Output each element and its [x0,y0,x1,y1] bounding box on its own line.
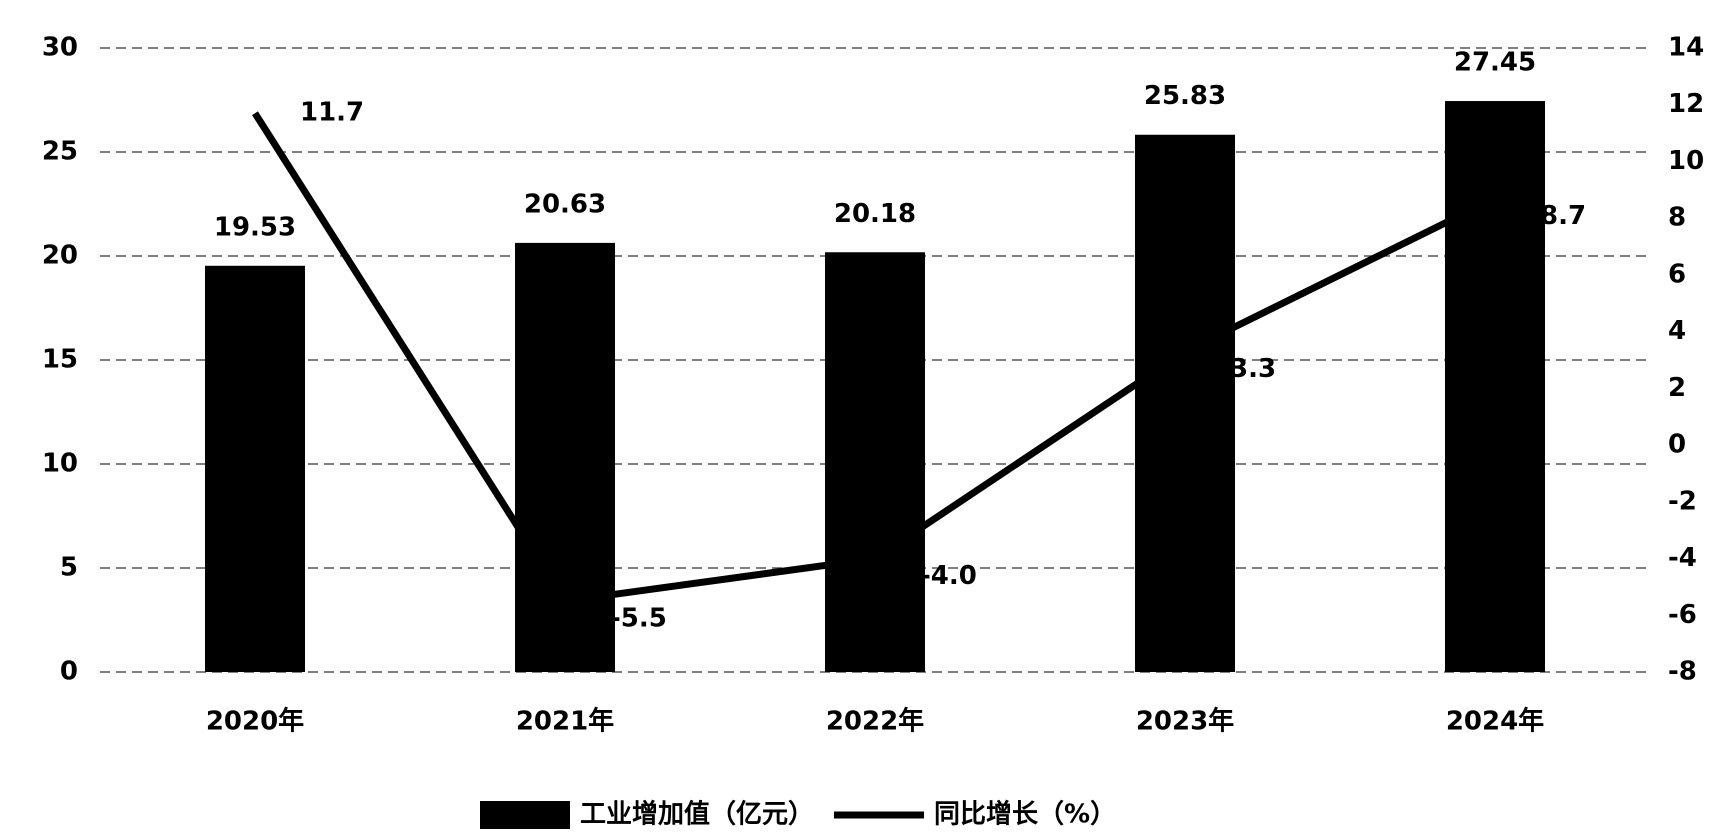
line-value-label: 8.7 [1540,201,1586,231]
y2-tick-label: 6 [1668,259,1686,289]
y2-tick-label: -4 [1668,543,1697,573]
x-tick-label: 2020年 [206,706,304,737]
y2-tick-label: 10 [1668,146,1704,176]
x-tick-label: 2022年 [826,706,924,737]
y2-tick-label: -2 [1668,486,1697,516]
y-tick-label: 15 [42,345,78,375]
bar [1135,134,1235,673]
y2-tick-label: 2 [1668,373,1686,403]
y2-tick-label: -6 [1668,600,1697,630]
legend-swatch [480,801,570,829]
y2-tick-label: -8 [1668,657,1697,687]
bar [825,252,925,673]
y-tick-label: 0 [60,657,78,687]
line-value-label: 11.7 [300,98,364,128]
y-tick-label: 25 [42,137,78,167]
y2-tick-label: 4 [1668,316,1686,346]
line-value-label: -5.5 [610,604,667,634]
y2-tick-label: 12 [1668,89,1704,119]
y2-tick-label: 8 [1668,203,1686,233]
y-tick-label: 20 [42,241,78,271]
line [252,111,1497,605]
x-tick-label: 2023年 [1136,706,1234,737]
x-tick-label: 2024年 [1446,706,1544,737]
bar [1445,101,1545,673]
line-value-label: 3.3 [1230,354,1276,384]
bar [205,265,305,672]
y-tick-label: 10 [42,449,78,479]
bar [515,242,615,672]
y-tick-label: 5 [60,553,78,583]
y2-tick-label: 14 [1668,33,1704,63]
bar-value-label: 20.18 [834,199,916,229]
bar-value-label: 25.83 [1144,81,1226,111]
bar-value-label: 19.53 [214,212,296,242]
x-tick-label: 2021年 [516,706,614,737]
bar-value-label: 27.45 [1454,48,1536,78]
legend-label: 工业增加值（亿元） [580,799,814,830]
line-value-label: -4.0 [920,561,977,591]
bar-value-label: 20.63 [524,189,606,219]
y2-tick-label: 0 [1668,430,1686,460]
y-tick-label: 30 [42,33,78,63]
legend-label: 同比增长（%） [934,799,1116,830]
